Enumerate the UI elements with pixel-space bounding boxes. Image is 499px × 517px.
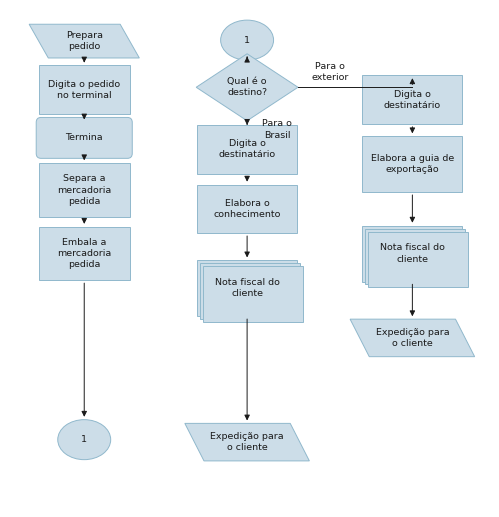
Text: Para o
exterior: Para o exterior bbox=[311, 62, 349, 82]
Text: 1: 1 bbox=[244, 36, 250, 44]
Text: Termina: Termina bbox=[65, 133, 103, 142]
FancyBboxPatch shape bbox=[36, 117, 132, 158]
FancyBboxPatch shape bbox=[39, 163, 130, 217]
Text: Digita o
destinatário: Digita o destinatário bbox=[219, 139, 275, 159]
Text: Prepara
pedido: Prepara pedido bbox=[66, 31, 103, 51]
Polygon shape bbox=[350, 319, 475, 357]
Text: Nota fiscal do
cliente: Nota fiscal do cliente bbox=[380, 244, 445, 264]
Text: Expedição para
o cliente: Expedição para o cliente bbox=[210, 432, 284, 452]
Polygon shape bbox=[196, 54, 298, 121]
Ellipse shape bbox=[58, 420, 111, 460]
Text: Qual é o
destino?: Qual é o destino? bbox=[227, 77, 267, 97]
Text: Digita o pedido
no terminal: Digita o pedido no terminal bbox=[48, 80, 120, 100]
FancyBboxPatch shape bbox=[197, 185, 297, 233]
FancyBboxPatch shape bbox=[197, 125, 297, 174]
Text: Para o
Brasil: Para o Brasil bbox=[262, 119, 292, 140]
FancyBboxPatch shape bbox=[203, 266, 303, 322]
FancyBboxPatch shape bbox=[368, 232, 468, 287]
Text: Elabora a guia de
exportação: Elabora a guia de exportação bbox=[371, 154, 454, 174]
Text: Separa a
mercadoria
pedida: Separa a mercadoria pedida bbox=[57, 174, 111, 206]
FancyBboxPatch shape bbox=[200, 263, 300, 319]
FancyBboxPatch shape bbox=[365, 229, 465, 284]
FancyBboxPatch shape bbox=[39, 66, 130, 114]
Text: Elabora o
conhecimento: Elabora o conhecimento bbox=[214, 199, 281, 219]
Polygon shape bbox=[185, 423, 309, 461]
FancyBboxPatch shape bbox=[362, 75, 463, 124]
FancyBboxPatch shape bbox=[362, 225, 463, 281]
FancyBboxPatch shape bbox=[362, 136, 463, 192]
FancyBboxPatch shape bbox=[197, 261, 297, 316]
Polygon shape bbox=[29, 24, 139, 58]
Text: 1: 1 bbox=[81, 435, 87, 444]
FancyBboxPatch shape bbox=[39, 227, 130, 280]
Text: Expedição para
o cliente: Expedição para o cliente bbox=[376, 328, 449, 348]
Text: Nota fiscal do
cliente: Nota fiscal do cliente bbox=[215, 278, 279, 298]
Ellipse shape bbox=[221, 20, 273, 60]
Text: Digita o
destinatário: Digita o destinatário bbox=[384, 89, 441, 110]
Text: Embala a
mercadoria
pedida: Embala a mercadoria pedida bbox=[57, 238, 111, 269]
